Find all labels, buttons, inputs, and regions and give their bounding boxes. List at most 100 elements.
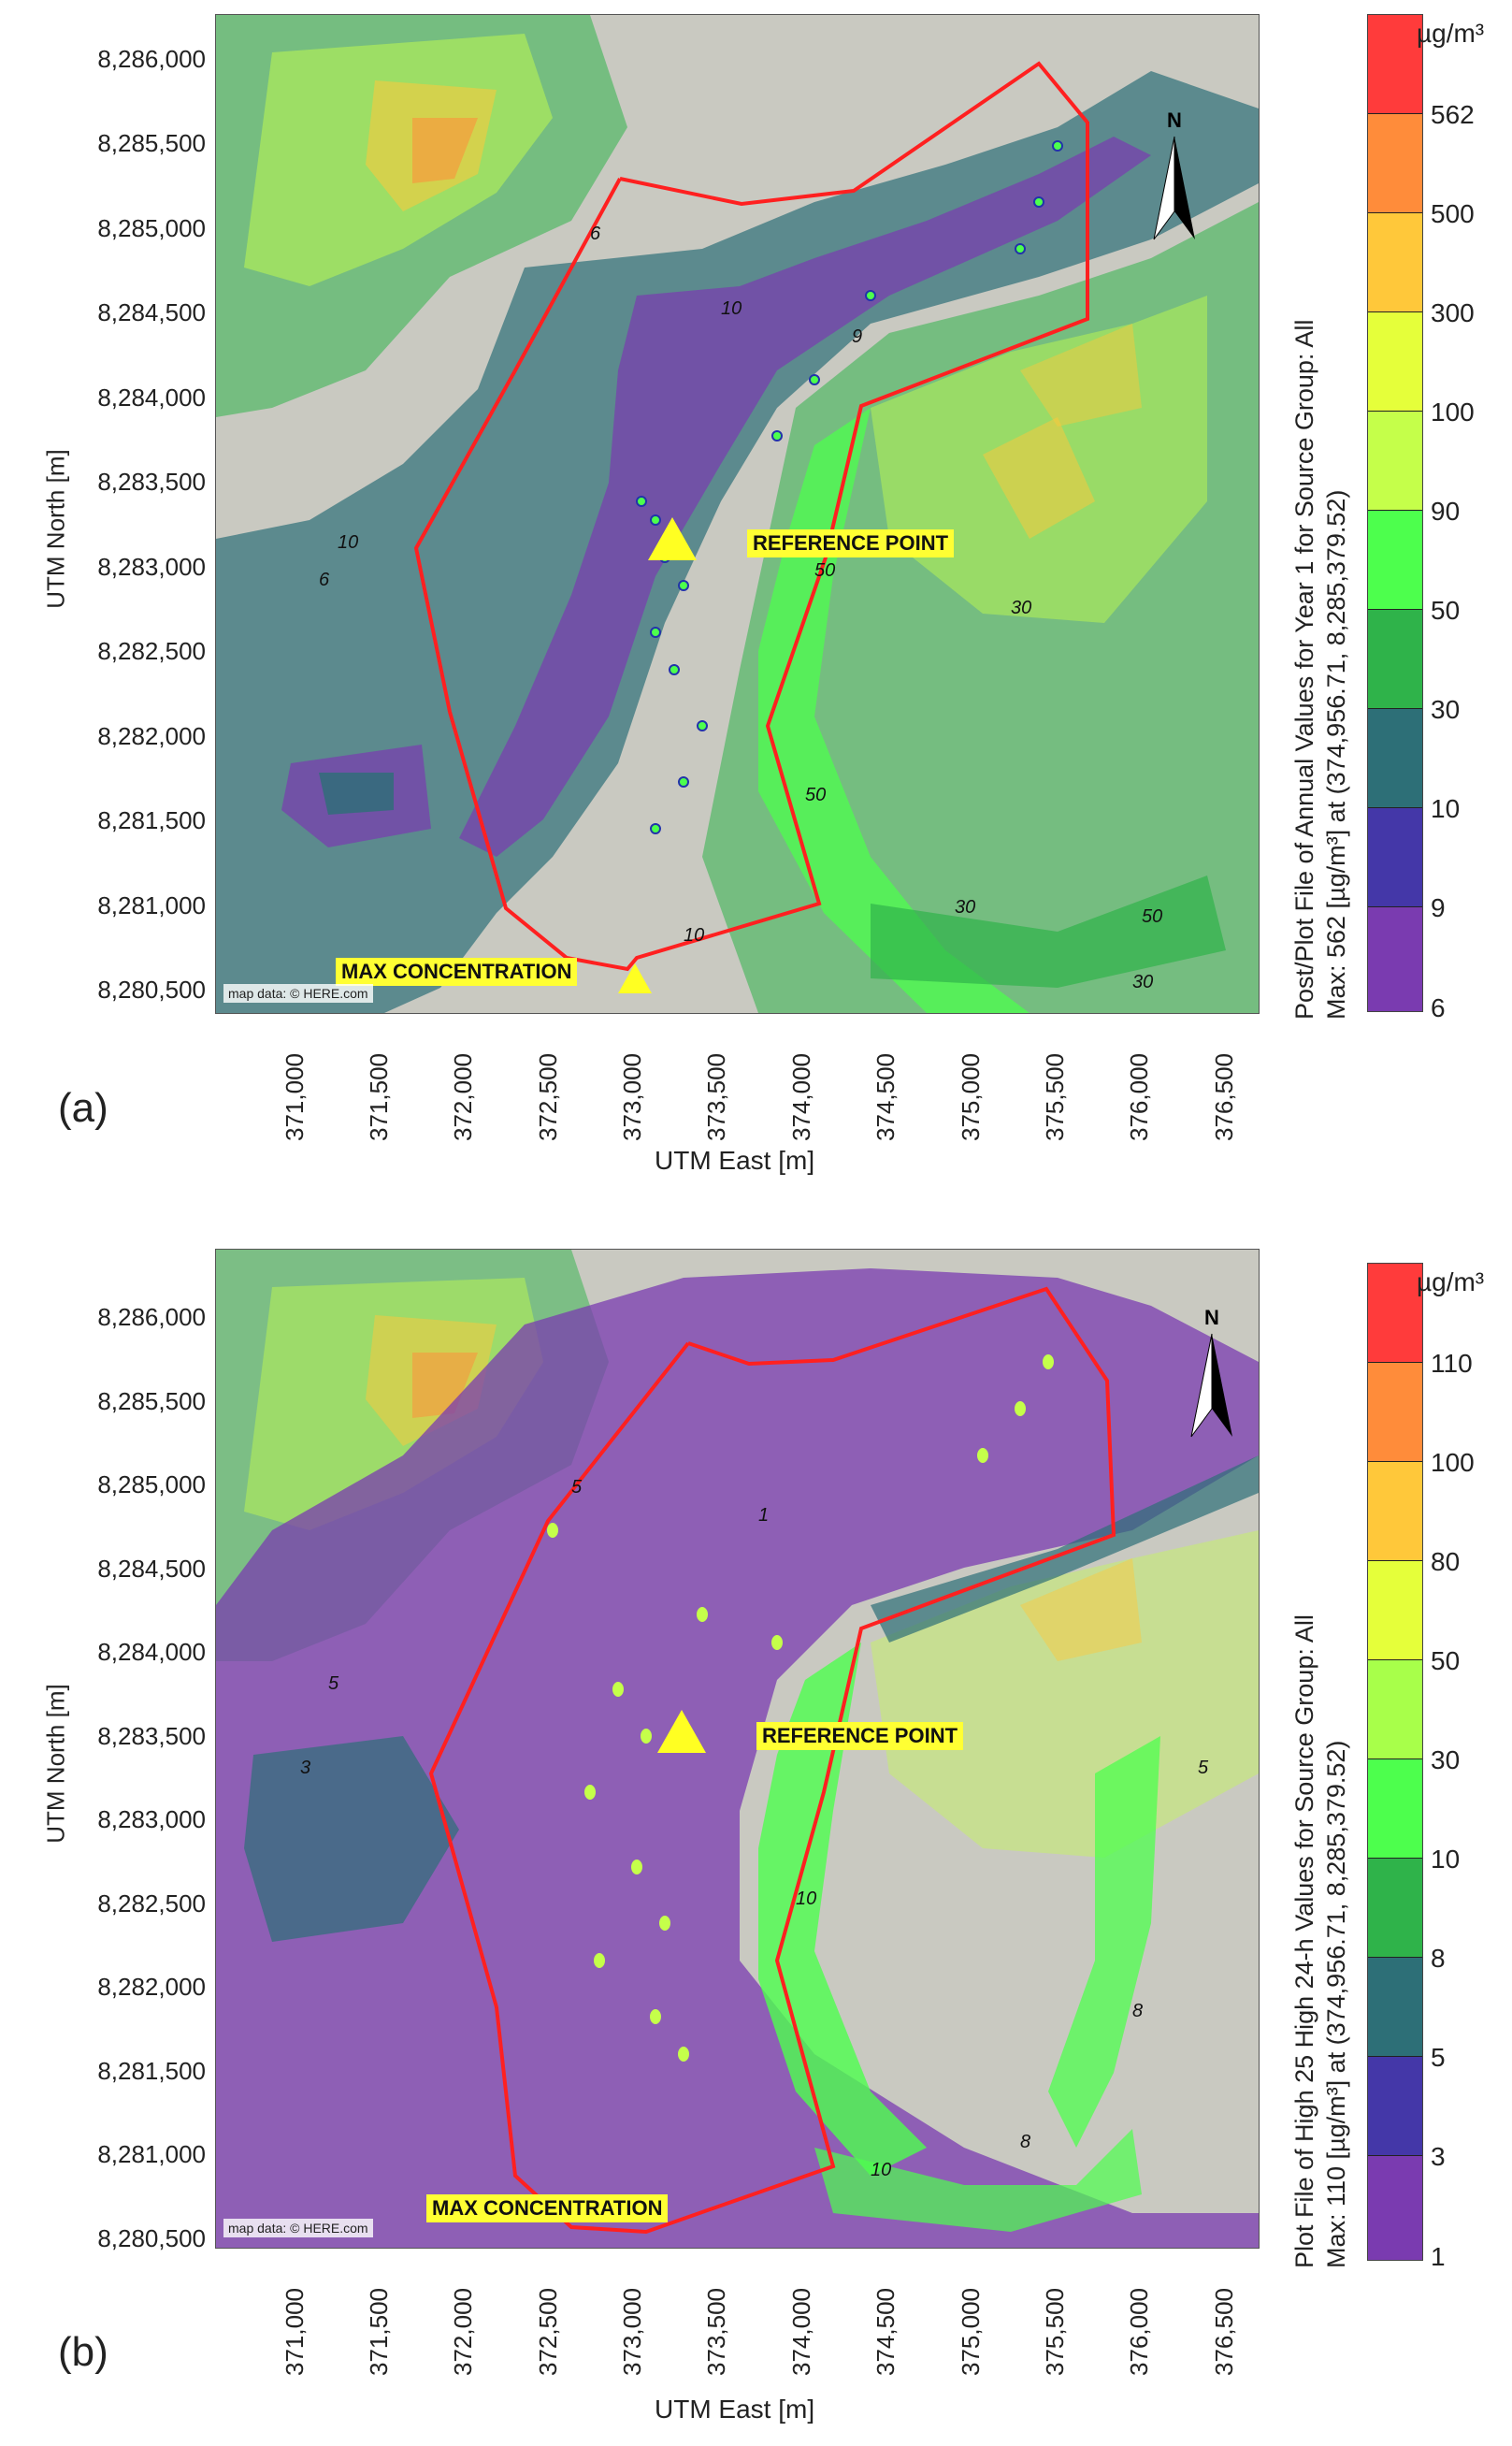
svg-text:30: 30 [955,897,975,918]
colorbar-band [1368,2156,1422,2260]
x-tick: 372,500 [534,1053,562,1141]
svg-text:50: 50 [814,560,835,581]
x-axis-label: UTM East [m] [655,2395,815,2424]
svg-text:6: 6 [590,224,601,244]
reference-point-label: REFERENCE POINT [747,529,955,557]
reference-point-marker-icon [648,517,697,560]
colorbar-tick: 8 [1431,1944,1446,1973]
colorbar-tick: 30 [1431,1745,1461,1774]
svg-text:10: 10 [871,2160,891,2180]
colorbar-band [1368,114,1422,213]
y-tick: 8,283,500 [97,1722,206,1750]
y-tick: 8,286,000 [97,45,206,73]
x-tick: 372,000 [449,1053,477,1141]
y-tick: 8,280,500 [97,976,206,1004]
max-concentration-label: MAX CONCENTRATION [336,958,578,986]
y-tick: 8,285,500 [97,1387,206,1415]
colorbar-title-line2: Max: 562 [µg/m³] at (374,956.71, 8,285,3… [1322,489,1350,1020]
y-tick: 8,282,500 [97,1889,206,1918]
max-concentration-label: MAX CONCENTRATION [426,2194,669,2222]
svg-text:1: 1 [758,1505,769,1526]
colorbar-unit: µg/m³ [1417,1267,1485,1296]
colorbar-band [1368,213,1422,312]
colorbar-band [1368,511,1422,610]
y-tick: 8,284,500 [97,1555,206,1583]
y-tick: 8,284,000 [97,1638,206,1666]
panel-label: (a) [58,1085,108,1131]
y-tick: 8,283,000 [97,1805,206,1833]
y-axis-label: UTM North [m] [41,449,70,609]
y-tick: 8,284,500 [97,298,206,326]
svg-text:50: 50 [805,785,826,805]
x-tick: 371,500 [365,2288,393,2376]
north-arrow-icon: N [1153,109,1195,240]
colorbar-tick: 50 [1431,596,1461,625]
x-tick: 373,500 [702,1053,730,1141]
x-tick: 372,000 [449,2288,477,2376]
svg-text:10: 10 [721,298,742,319]
colorbar-title-line2: Max: 110 [µg/m³] at (374,956.71, 8,285,3… [1322,1740,1350,2268]
reference-point-marker-icon [657,1710,706,1753]
colorbar-tick: 100 [1431,1448,1475,1477]
map-attribution: map data: © HERE.com [223,2219,373,2237]
colorbar-band [1368,1264,1422,1363]
x-tick: 376,500 [1210,2288,1238,2376]
svg-text:10: 10 [338,532,358,553]
y-tick: 8,283,000 [97,553,206,581]
x-tick: 373,000 [618,1053,646,1141]
svg-text:8: 8 [1020,2132,1030,2152]
y-tick: 8,280,500 [97,2224,206,2252]
north-label: N [1204,1306,1219,1329]
colorbar-tick: 50 [1431,1646,1461,1675]
colorbar-tick: 562 [1431,100,1475,129]
x-tick: 376,500 [1210,1053,1238,1141]
panel-a: 6 10 6 50 30 30 50 30 10 50 10 9 REFERENCE POINT… [0,0,1512,1216]
colorbar-band [1368,15,1422,114]
colorbar-tick: 5 [1431,2043,1446,2072]
y-tick: 8,286,000 [97,1303,206,1331]
colorbar-band [1368,907,1422,1011]
x-tick: 374,000 [787,1053,815,1141]
colorbar-unit: µg/m³ [1417,19,1485,48]
max-concentration-marker-icon [618,963,652,993]
north-label: N [1167,109,1182,132]
y-tick: 8,282,500 [97,637,206,665]
svg-text:8: 8 [1132,2001,1143,2021]
concentration-map[interactable]: 6 10 6 50 30 30 50 30 10 50 10 9 REFERENCE POINT… [215,14,1260,1014]
map-layers: 6 10 6 50 30 30 50 30 10 50 10 9 [216,15,1259,1013]
north-arrow-icon: N [1190,1306,1232,1438]
x-tick: 372,500 [534,2288,562,2376]
y-tick: 8,285,000 [97,214,206,242]
panel-b: 5 5 3 10 8 8 10 1 5 REFERENCE POINT MAX CONCEN… [0,1235,1512,2446]
colorbar-band [1368,312,1422,412]
y-tick: 8,281,500 [97,2057,206,2085]
svg-text:5: 5 [571,1477,583,1498]
svg-text:10: 10 [684,925,704,946]
y-tick: 8,285,500 [97,129,206,157]
y-tick: 8,281,000 [97,2140,206,2168]
x-tick: 371,000 [281,2288,309,2376]
colorbar-tick: 3 [1431,2142,1446,2171]
reference-point-label: REFERENCE POINT [756,1722,964,1750]
y-tick: 8,281,500 [97,806,206,834]
concentration-map[interactable]: 5 5 3 10 8 8 10 1 5 REFERENCE POINT MAX CONCEN… [215,1249,1260,2249]
colorbar-tick: 110 [1431,1349,1473,1378]
colorbar-band [1368,1363,1422,1462]
colorbar-band [1368,1859,1422,1958]
x-axis-label: UTM East [m] [655,1146,815,1175]
colorbar-tick: 80 [1431,1547,1461,1576]
x-tick: 371,500 [365,1053,393,1141]
x-tick: 371,000 [281,1053,309,1141]
panel-label: (b) [58,2329,108,2375]
y-tick: 8,282,000 [97,722,206,750]
colorbar-tick: 6 [1431,993,1446,1022]
colorbar-tick: 9 [1431,893,1446,922]
colorbar-band [1368,1561,1422,1660]
svg-text:30: 30 [1132,972,1153,992]
svg-text:50: 50 [1142,906,1162,927]
x-tick: 374,500 [871,2288,900,2376]
colorbar-tick: 30 [1431,695,1461,724]
svg-text:5: 5 [328,1673,339,1694]
x-tick: 376,000 [1125,2288,1153,2376]
colorbar-band [1368,610,1422,709]
